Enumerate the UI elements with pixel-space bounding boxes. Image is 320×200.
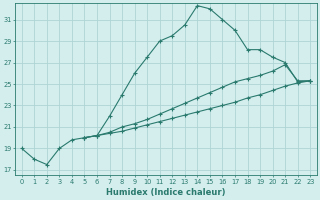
X-axis label: Humidex (Indice chaleur): Humidex (Indice chaleur) xyxy=(106,188,226,197)
